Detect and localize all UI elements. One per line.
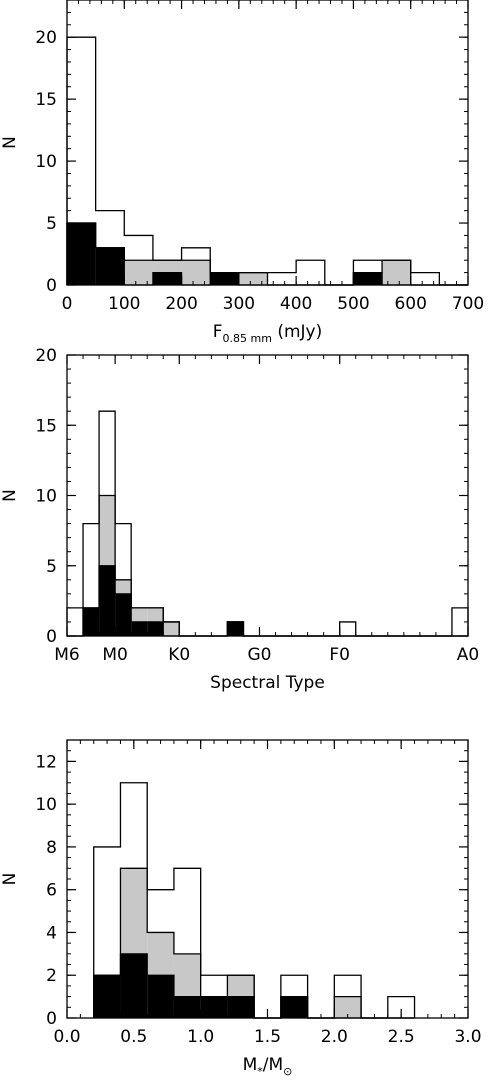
histogram-bar-black [280, 996, 308, 1018]
y-tick-label: 15 [35, 90, 57, 110]
x-tick-label: 2.5 [388, 1027, 415, 1047]
y-tick-label: 5 [46, 557, 57, 577]
x-tick-label: 300 [223, 294, 255, 314]
histogram-bar-black [95, 247, 125, 285]
histogram-bar-black [152, 272, 182, 285]
x-tick-label: A0 [457, 645, 479, 665]
histogram-bar-white [410, 272, 440, 285]
histogram-bar-black [200, 996, 228, 1018]
x-tick-label: 400 [280, 294, 312, 314]
histogram-bar-black [353, 272, 383, 285]
x-tick-label: 3.0 [454, 1027, 481, 1047]
x-tick-label: M0 [102, 645, 127, 665]
histogram-bar-black [99, 565, 116, 636]
histogram-bar-black [67, 223, 96, 285]
histogram-bar-black [120, 953, 148, 1018]
histogram-step-black [66, 222, 468, 286]
chart-panel-1: 0 100 200 300 400 500 600 700 0 5 10 15 20 N F0.85 mm … [0, 0, 484, 345]
x-axis-label-subscript: 0.85 mm [223, 332, 272, 345]
y-tick-label: 10 [35, 795, 57, 815]
x-tick-label: 100 [108, 294, 140, 314]
histogram-bar-white [267, 272, 297, 285]
x-tick-label: 200 [165, 294, 197, 314]
histogram-bar-black [227, 996, 255, 1018]
x-axis-label-text: Spectral Type [210, 673, 325, 693]
histogram-bar-gray [181, 260, 211, 285]
x-axis-label-subscript: * [257, 1065, 263, 1078]
x-tick-label: F0 [329, 645, 350, 665]
histogram-bar-gray [382, 260, 411, 285]
x-axis-label: Spectral Type [210, 673, 325, 693]
y-tick-label: 4 [46, 923, 57, 943]
histogram-bar-white [296, 260, 325, 285]
y-tick-label: 8 [46, 838, 57, 858]
y-tick-label: 15 [35, 416, 57, 436]
histogram-bar-gray [238, 272, 268, 285]
x-axis-label: M*/M⊙ [243, 1055, 293, 1078]
x-tick-label: 700 [452, 294, 484, 314]
x-axis-label-text: (mJy) [272, 322, 322, 342]
y-axis-label: N [0, 873, 20, 886]
y-tick-label: 6 [46, 881, 57, 901]
x-axis-label-subscript: ⊙ [283, 1065, 292, 1078]
x-tick-label: 0.0 [53, 1027, 80, 1047]
x-axis-label-text: /M [263, 1055, 283, 1075]
histogram-bar-white [67, 607, 84, 636]
histogram-bar-gray [124, 260, 153, 285]
x-tick-label: M6 [54, 645, 79, 665]
y-tick-label: 0 [46, 1009, 57, 1029]
y-tick-label: 10 [35, 487, 57, 507]
histogram-step-gray [93, 867, 415, 1019]
histogram-bar-black [227, 621, 244, 636]
histogram-bar-black [131, 621, 148, 636]
x-tick-label: 1.0 [187, 1027, 214, 1047]
y-tick-label: 2 [46, 966, 57, 986]
x-tick-label: 500 [337, 294, 369, 314]
y-tick-label: 20 [35, 346, 57, 366]
histogram-bar-black [210, 272, 239, 285]
x-axis-label-text: M [243, 1055, 258, 1075]
chart-panel-2: M6 M0 K0 G0 F0 A0 0 5 10 15 20 N Spectral Type [0, 346, 479, 693]
x-axis-label: F0.85 mm (mJy) [213, 322, 323, 345]
x-tick-label: 1.5 [254, 1027, 281, 1047]
histogram-bar-black [173, 996, 201, 1018]
histogram-bar-gray [163, 621, 180, 636]
x-tick-label: G0 [247, 645, 271, 665]
x-axis-label-text: F [213, 322, 223, 342]
y-tick-label: 10 [35, 152, 57, 172]
y-tick-label: 5 [46, 214, 57, 234]
histogram-bar-black [93, 975, 121, 1018]
y-tick-label: 0 [46, 627, 57, 647]
x-tick-label: 0 [62, 294, 73, 314]
x-tick-label: 2.0 [321, 1027, 348, 1047]
y-axis-label: N [0, 489, 20, 502]
histogram-bar-gray [334, 996, 362, 1018]
histogram-bar-black [147, 975, 174, 1018]
y-tick-label: 20 [35, 28, 57, 48]
histogram-bar-black [147, 621, 164, 636]
histogram-bar-white [387, 996, 415, 1018]
y-tick-label: 0 [46, 276, 57, 296]
histogram-bar-white [339, 621, 356, 636]
histogram-bar-black [115, 593, 132, 636]
histogram-bar-white [451, 607, 468, 636]
y-axis-label: N [0, 136, 20, 149]
axes-frame [66, 0, 469, 286]
chart-panel-3: 0.0 0.5 1.0 1.5 2.0 2.5 3.0 0 2 4 6 8 10 12 N M*/M⊙ [0, 739, 482, 1078]
x-tick-label: K0 [168, 645, 190, 665]
x-tick-label: 600 [394, 294, 426, 314]
x-tick-label: 0.5 [120, 1027, 147, 1047]
y-tick-label: 12 [35, 752, 57, 772]
histogram-bar-black [83, 607, 100, 636]
